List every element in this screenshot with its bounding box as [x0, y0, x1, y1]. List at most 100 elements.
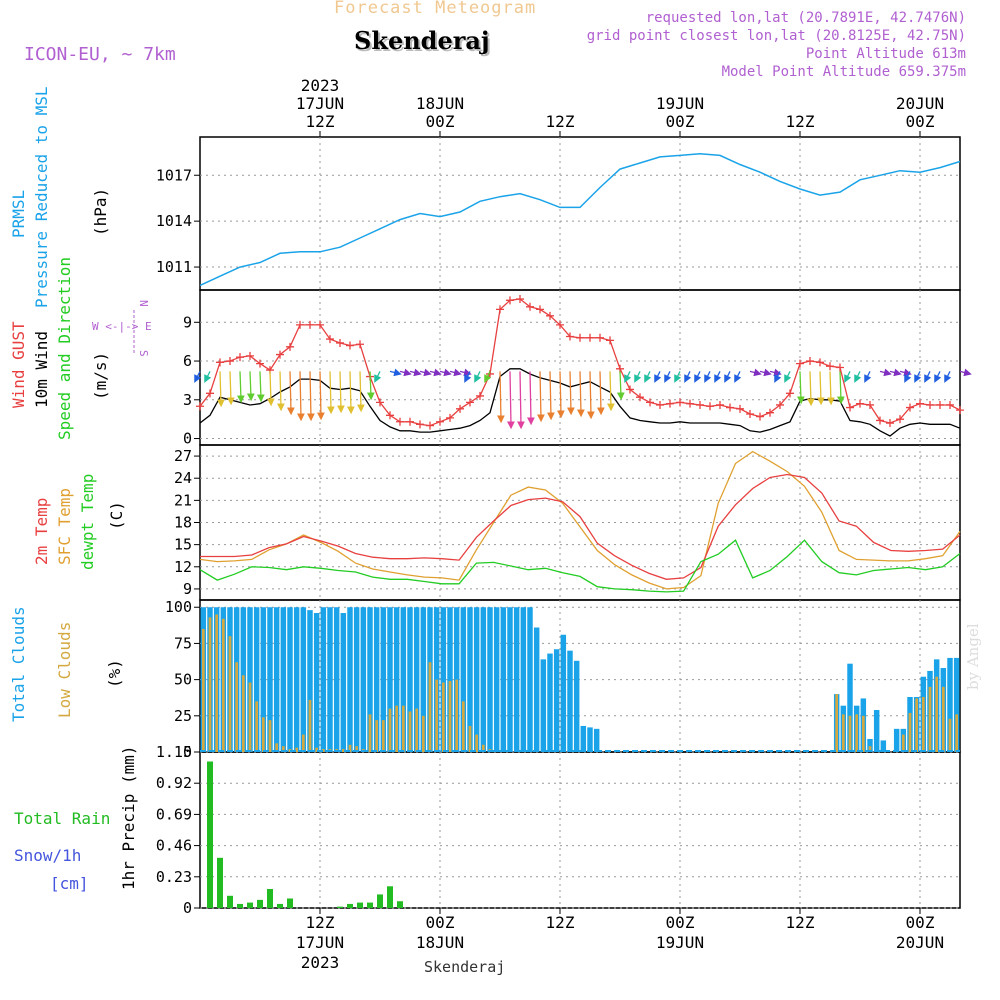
precip-legend: Total Rain Snow/1h [cm] 1hr Precip (mm) — [14, 746, 138, 894]
time-label: 12Z — [786, 112, 815, 131]
wind-arrow — [616, 371, 625, 401]
time-label: 12Z — [546, 112, 575, 131]
gust-point — [206, 389, 214, 398]
wind-arrow — [734, 371, 742, 383]
wind-arrow — [914, 371, 922, 383]
low-cloud-bar — [862, 715, 865, 752]
low-cloud-bar — [242, 675, 245, 752]
low-cloud-bar — [902, 734, 905, 752]
gust-point — [536, 305, 544, 314]
wind-arrow — [517, 371, 525, 430]
gust-point — [336, 338, 344, 347]
gust-point — [886, 419, 894, 428]
low-clouds-label: Low Clouds — [55, 622, 74, 718]
gust-point — [526, 302, 534, 311]
wind-arrow — [879, 368, 892, 377]
low-cloud-bar — [228, 636, 232, 752]
time-label: 00Z — [426, 112, 455, 131]
gust-point — [656, 400, 664, 409]
low-cloud-bar — [462, 701, 465, 752]
wind-arrow — [419, 368, 432, 377]
wind-arrow — [297, 371, 305, 422]
precip-bar — [217, 857, 223, 908]
gust-point — [426, 421, 434, 430]
pressure-unit: (hPa) — [91, 188, 110, 236]
low-cloud-bar — [448, 681, 452, 752]
wind-arrow — [409, 368, 422, 377]
wind-arrow — [644, 371, 652, 383]
total-cloud-bar — [247, 607, 253, 752]
wind-arrow — [497, 371, 505, 424]
model-altitude: Model Point Altitude 659.375m — [721, 64, 966, 80]
wind-arrow — [759, 368, 772, 377]
gust-point — [396, 417, 404, 426]
total-cloud-bar — [953, 657, 960, 752]
clouds-ytick-label: 50 — [174, 671, 192, 689]
low-cloud-bar — [262, 717, 265, 752]
total-cloud-bar — [360, 607, 367, 752]
total-cloud-bar — [280, 607, 287, 752]
precip-bar — [227, 895, 233, 908]
wind-arrow — [854, 371, 862, 383]
wind-arrow — [944, 371, 952, 383]
time-label: 00Z — [906, 913, 935, 932]
total-cloud-bar — [367, 607, 373, 752]
total-cloud-bar — [273, 607, 280, 752]
low-cloud-bar — [375, 720, 378, 752]
wind-arrow — [356, 371, 365, 413]
temp-ytick-label: 15 — [174, 536, 192, 554]
low-cloud-bar — [435, 679, 438, 752]
wind-gust-label: Wind GUST — [9, 321, 28, 408]
wind-arrow — [796, 371, 805, 405]
low-cloud-bar — [955, 714, 958, 752]
cloud-legend: Total Clouds Low Clouds (%) — [9, 606, 124, 722]
gust-point — [516, 295, 524, 304]
low-cloud-bar — [302, 734, 305, 752]
precip-ytick-label: 0 — [183, 899, 192, 917]
wind-10m-label: 10m Wind — [32, 331, 51, 408]
wind-arrow — [336, 371, 345, 414]
wind-arrow — [567, 371, 575, 416]
low-cloud-bar — [248, 682, 252, 752]
gust-point — [466, 398, 474, 407]
gust-point — [866, 400, 874, 409]
low-cloud-bar — [428, 662, 432, 752]
wind-arrow — [959, 368, 972, 377]
total-cloud-bar — [267, 607, 273, 752]
pressure-ytick-label: 1017 — [156, 166, 192, 184]
wind-arrow — [624, 371, 632, 383]
temp-ytick-label: 9 — [183, 580, 192, 598]
wind-arrow — [924, 371, 932, 383]
wind-speed-label: Speed and Direction — [55, 257, 74, 440]
location-title: Skenderaj — [354, 26, 490, 55]
wind-arrow — [374, 371, 382, 383]
gust-point — [246, 351, 254, 360]
gust-point — [826, 362, 834, 371]
gust-point — [386, 411, 394, 420]
total-cloud-bar — [493, 607, 500, 752]
low-cloud-bar — [348, 744, 352, 752]
gust-point — [196, 402, 204, 411]
gust-point — [596, 333, 604, 342]
low-cloud-bar — [275, 743, 278, 752]
gust-point — [566, 332, 574, 341]
wind-arrow — [684, 371, 692, 383]
gust-point — [646, 398, 654, 407]
gust-point — [906, 403, 914, 412]
precip-series — [207, 761, 403, 908]
gust-point — [326, 335, 334, 344]
precip-bar — [357, 902, 363, 908]
wind-arrow — [464, 371, 472, 383]
total-cloud-bar — [880, 740, 887, 752]
precip-bar — [337, 906, 343, 908]
wind-arrow — [664, 371, 672, 383]
low-cloud-bar — [868, 746, 872, 752]
total-cloud-bar — [507, 607, 513, 752]
total-cloud-bar — [400, 607, 407, 752]
gridpoint-coords: grid point closest lon,lat (20.8125E, 42… — [586, 28, 966, 44]
gust-point — [476, 391, 484, 400]
precip-bar — [287, 898, 293, 908]
wind-arrow — [527, 371, 535, 426]
wind-ytick-label: 3 — [183, 391, 192, 409]
